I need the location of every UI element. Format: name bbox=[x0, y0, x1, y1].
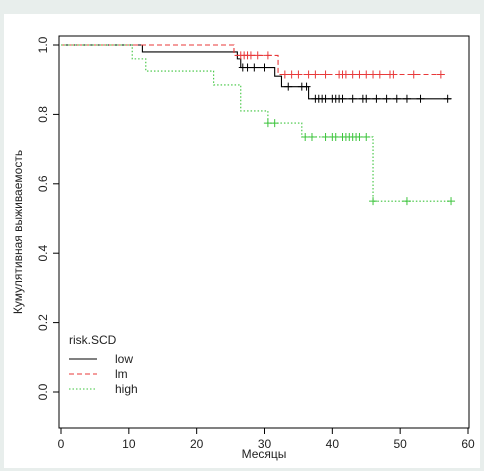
censor-mark-lm-15 bbox=[348, 70, 357, 79]
censor-mark-low-23 bbox=[443, 94, 452, 103]
censor-mark-high-6 bbox=[331, 132, 340, 141]
x-tick-label-1: 10 bbox=[122, 437, 136, 451]
censor-mark-high-0 bbox=[263, 119, 272, 128]
y-tick-label-2: 0.4 bbox=[36, 245, 50, 262]
censor-mark-low-18 bbox=[372, 94, 381, 103]
survival-curves bbox=[61, 44, 452, 202]
y-axis: 0.0 0.2 0.4 0.6 0.8 1.0 bbox=[36, 36, 59, 400]
censor-mark-low-3 bbox=[260, 63, 269, 72]
censor-mark-low-20 bbox=[392, 94, 401, 103]
censor-mark-lm-6 bbox=[280, 70, 289, 79]
censor-mark-low-2 bbox=[250, 63, 259, 72]
legend-label-lm: lm bbox=[115, 367, 128, 381]
y-tick-label-5: 1.0 bbox=[36, 36, 50, 53]
censor-mark-lm-14 bbox=[341, 70, 350, 79]
legend-label-high: high bbox=[115, 382, 138, 396]
curve-high bbox=[61, 44, 452, 202]
censor-mark-low-21 bbox=[402, 94, 411, 103]
y-tick-label-4: 0.8 bbox=[36, 106, 50, 123]
legend-label-low: low bbox=[115, 352, 133, 366]
censor-mark-lm-23 bbox=[436, 70, 445, 79]
censor-mark-lm-5 bbox=[263, 51, 272, 60]
censor-mark-low-22 bbox=[416, 94, 425, 103]
censor-mark-lm-22 bbox=[409, 70, 418, 79]
censor-mark-lm-9 bbox=[304, 70, 313, 79]
legend-title: risk.SCD bbox=[69, 333, 117, 347]
y-tick-label-0: 0.0 bbox=[36, 383, 50, 400]
chart-panel: 0.0 0.2 0.4 0.6 0.8 1.0 0 10 20 30 40 50 60 Месяцы … bbox=[4, 14, 480, 468]
censor-mark-lm-11 bbox=[321, 70, 330, 79]
censor-mark-high-4 bbox=[321, 132, 330, 141]
censor-mark-lm-19 bbox=[375, 70, 384, 79]
y-tick-label-3: 0.6 bbox=[36, 175, 50, 192]
x-tick-label-6: 60 bbox=[461, 437, 475, 451]
x-tick-label-3: 30 bbox=[258, 437, 272, 451]
survival-chart: 0.00.20.40.60.81.0 0 10 20 30 40 50 60 Месяцы … bbox=[11, 35, 475, 461]
censor-mark-high-13 bbox=[362, 132, 371, 141]
x-tick-label-5: 50 bbox=[393, 437, 407, 451]
censor-mark-high-16 bbox=[447, 197, 456, 206]
censor-mark-lm-10 bbox=[311, 70, 320, 79]
censor-mark-lm-18 bbox=[369, 70, 378, 79]
curve-lm bbox=[61, 44, 445, 76]
y-axis-label: Кумулятивная выживаемость bbox=[11, 150, 25, 314]
x-tick-label-0: 0 bbox=[58, 437, 65, 451]
censor-mark-low-4 bbox=[284, 82, 293, 91]
censor-mark-low-15 bbox=[348, 94, 357, 103]
censor-mark-lm-3 bbox=[246, 51, 255, 60]
curve-low bbox=[61, 44, 452, 100]
censor-mark-lm-8 bbox=[294, 70, 303, 79]
censor-marks bbox=[236, 51, 456, 206]
x-tick-label-4: 40 bbox=[326, 437, 340, 451]
censor-mark-low-17 bbox=[362, 94, 371, 103]
censor-mark-high-3 bbox=[307, 132, 316, 141]
censor-mark-low-1 bbox=[243, 63, 252, 72]
censor-mark-low-10 bbox=[321, 94, 330, 103]
censor-mark-lm-16 bbox=[355, 70, 364, 79]
censor-mark-high-15 bbox=[402, 197, 411, 206]
censor-mark-high-2 bbox=[301, 132, 310, 141]
censor-mark-high-14 bbox=[369, 197, 378, 206]
censor-mark-low-14 bbox=[338, 94, 347, 103]
censor-mark-lm-7 bbox=[287, 70, 296, 79]
censor-mark-high-1 bbox=[270, 119, 279, 128]
censor-mark-low-19 bbox=[382, 94, 391, 103]
y-tick-label-1: 0.2 bbox=[36, 314, 50, 331]
censor-mark-high-12 bbox=[355, 132, 364, 141]
x-axis: 0 10 20 30 40 50 60 bbox=[58, 428, 475, 451]
censor-mark-lm-4 bbox=[253, 51, 262, 60]
censor-mark-low-6 bbox=[302, 82, 311, 91]
x-axis-label: Месяцы bbox=[242, 447, 287, 461]
censor-mark-lm-17 bbox=[362, 70, 371, 79]
censor-mark-lm-21 bbox=[389, 70, 398, 79]
x-tick-label-2: 20 bbox=[190, 437, 204, 451]
